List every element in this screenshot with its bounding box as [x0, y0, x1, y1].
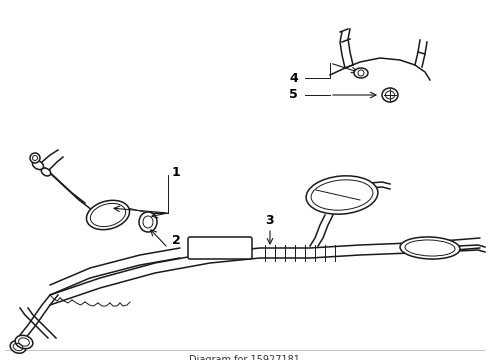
- Ellipse shape: [399, 237, 459, 259]
- Ellipse shape: [41, 168, 51, 176]
- Ellipse shape: [86, 200, 129, 230]
- Circle shape: [30, 153, 40, 163]
- Text: 3: 3: [265, 213, 274, 226]
- Text: 4: 4: [289, 72, 297, 85]
- Text: 1: 1: [172, 166, 181, 180]
- Ellipse shape: [15, 335, 33, 349]
- Text: Diagram for 15927181: Diagram for 15927181: [188, 355, 299, 360]
- Ellipse shape: [10, 341, 26, 353]
- Ellipse shape: [139, 212, 157, 232]
- Text: 2: 2: [172, 234, 181, 247]
- Ellipse shape: [381, 88, 397, 102]
- Ellipse shape: [305, 176, 377, 214]
- Ellipse shape: [353, 68, 367, 78]
- Ellipse shape: [32, 161, 43, 170]
- FancyBboxPatch shape: [187, 237, 251, 259]
- Text: 5: 5: [289, 89, 297, 102]
